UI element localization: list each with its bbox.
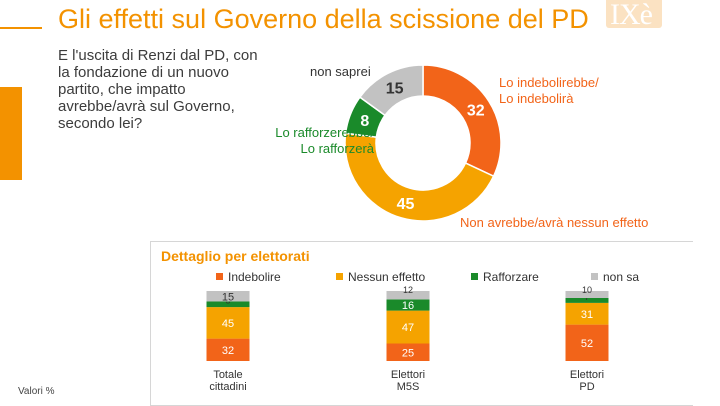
donut-slice-nessun [344, 132, 495, 222]
bar-segment-rafforzare [206, 301, 250, 308]
legend-swatch [471, 273, 478, 280]
donut-label-line: Lo rafforzerà [300, 141, 374, 156]
panel-title: Dettaglio per elettorati [161, 248, 310, 264]
values-note: Valori % [18, 386, 55, 397]
legend-item-nonsa: non sa [591, 270, 639, 284]
title-underline [0, 27, 42, 29]
category-label: cittadini [209, 381, 246, 393]
donut-label-line: Lo rafforzerebbe/ [275, 125, 374, 140]
donut-slice-nonsa [358, 64, 424, 117]
bar-value-nessun: 45 [222, 318, 234, 330]
brand-logo-text: IXè [610, 0, 653, 31]
legend-label: non sa [603, 270, 640, 284]
donut-slice-indebolire [422, 64, 502, 178]
legend-label: Indebolire [228, 270, 281, 284]
legend-label: Nessun effetto [348, 270, 426, 284]
accent-bar [0, 87, 22, 180]
donut-value-rafforzare: 8 [360, 113, 369, 130]
legend-swatch [336, 273, 343, 280]
bar-segment-rafforzare [386, 299, 430, 311]
donut-label-rafforzare: Lo rafforzerebbe/Lo rafforzerà [254, 125, 374, 157]
category-label: Elettori [391, 369, 425, 381]
bar-segment-indebolire [206, 338, 250, 361]
bar-segment-nonsa [206, 291, 250, 302]
bar-value-rafforzare: 16 [402, 300, 414, 312]
bar-value-nonsa: 10 [582, 285, 592, 295]
legend-item-rafforzare: Rafforzare [471, 270, 539, 284]
category-label: Totale [213, 369, 242, 381]
donut-label-nonsa: non saprei [310, 64, 371, 80]
bar-segment-rafforzare [565, 298, 609, 303]
donut-label-line: Lo indebolirebbe/ [499, 75, 599, 90]
donut-value-indebolire: 32 [467, 103, 485, 120]
bar-value-nonsa: 12 [403, 285, 413, 295]
bar-segment-nessun [206, 307, 250, 339]
bar-segment-indebolire [386, 343, 430, 361]
legend-item-nessun: Nessun effetto [336, 270, 425, 284]
bar-segment-nessun [565, 302, 609, 325]
legend-swatch [216, 273, 223, 280]
category-label: PD [579, 381, 594, 393]
category-label: Elettori [570, 369, 604, 381]
legend-label: Rafforzare [483, 270, 539, 284]
bar-value-indebolire: 32 [222, 345, 234, 357]
survey-question: E l'uscita di Renzi dal PD, con la fonda… [58, 47, 258, 132]
legend-swatch [591, 273, 598, 280]
donut-label-indebolire: Lo indebolirebbe/Lo indebolirà [499, 75, 599, 107]
bar-value-indebolire: 52 [581, 338, 593, 350]
bar-segment-indebolire [565, 324, 609, 361]
bar-segment-nonsa [565, 291, 609, 298]
category-label: M5S [397, 381, 420, 393]
bar-value-nessun: 47 [402, 322, 414, 334]
donut-label-line: non saprei [310, 64, 371, 79]
donut-value-nonsa: 15 [386, 80, 404, 97]
donut-label-line: Non avrebbe/avrà nessun effetto [460, 215, 649, 230]
legend-item-indebolire: Indebolire [216, 270, 281, 284]
bar-segment-nessun [386, 310, 430, 344]
brand-logo: IXè [606, 0, 662, 31]
bar-value-nessun: 31 [581, 309, 593, 321]
bar-segment-nonsa [386, 291, 430, 300]
donut-value-nessun: 45 [397, 196, 415, 213]
donut-label-line: Lo indebolirà [499, 91, 574, 106]
bar-value-nonsa: 15 [222, 291, 234, 303]
donut-label-nessun: Non avrebbe/avrà nessun effetto [460, 215, 648, 231]
page-title: Gli effetti sul Governo della scissione … [58, 4, 589, 34]
bar-value-indebolire: 25 [402, 347, 414, 359]
